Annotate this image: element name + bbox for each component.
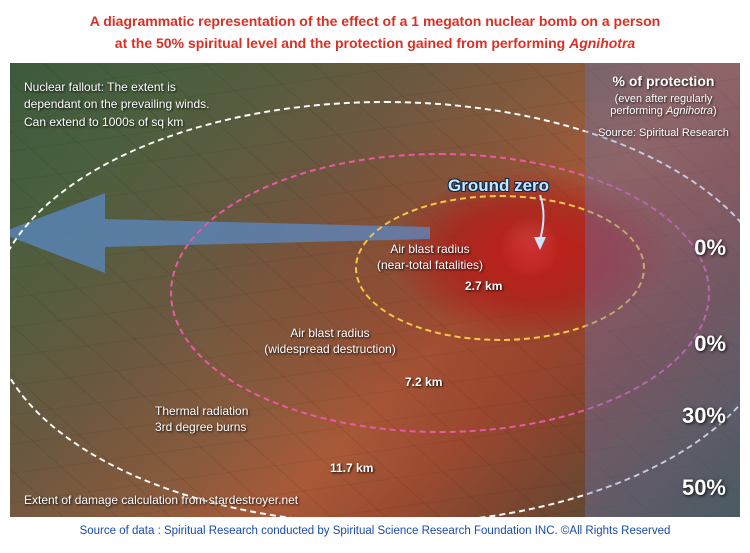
title-line-2-em: Agnihotra: [569, 35, 635, 51]
pct-2: 30%: [682, 403, 726, 429]
title-line-2: at the 50% spiritual level and the prote…: [30, 32, 720, 54]
ground-zero-pointer-icon: [525, 195, 555, 250]
label-middle-l2: (widespread destruction): [240, 341, 420, 357]
label-middle-l1: Air blast radius: [240, 325, 420, 341]
panel-sub-post: ): [713, 105, 717, 117]
diagram-area: Nuclear fallout: The extent is dependant…: [10, 63, 740, 517]
label-outer: Thermal radiation 3rd degree burns: [155, 403, 315, 435]
pct-0: 0%: [694, 235, 726, 261]
ground-zero-label: Ground zero: [448, 176, 549, 196]
dist-middle: 7.2 km: [405, 375, 442, 389]
panel-subtitle: (even after regularly performing Agnihot…: [597, 93, 730, 117]
dist-inner: 2.7 km: [465, 279, 502, 293]
label-inner: Air blast radius (near-total fatalities): [365, 241, 495, 273]
label-outer-l1: Thermal radiation: [155, 403, 315, 419]
title-line-2-pre: at the 50% spiritual level and the prote…: [115, 35, 569, 51]
fallout-note: Nuclear fallout: The extent is dependant…: [24, 79, 209, 131]
footer-text: Source of data : Spiritual Research cond…: [10, 525, 740, 537]
dist-outer: 11.7 km: [330, 461, 373, 475]
fallout-l3: Can extend to 1000s of sq km: [24, 114, 209, 131]
pct-3: 50%: [682, 475, 726, 501]
credit-text: Extent of damage calculation from starde…: [24, 493, 298, 507]
label-middle: Air blast radius (widespread destruction…: [240, 325, 420, 357]
title-line-1: A diagrammatic representation of the eff…: [30, 10, 720, 32]
panel-title: % of protection: [597, 73, 730, 89]
ground-zero-text: Ground zero: [448, 176, 549, 195]
fallout-l1: Nuclear fallout: The extent is: [24, 79, 209, 96]
label-inner-l1: Air blast radius: [365, 241, 495, 257]
panel-sub-em: Agnihotra: [666, 105, 713, 117]
fallout-l2: dependant on the prevailing winds.: [24, 96, 209, 113]
header: A diagrammatic representation of the eff…: [0, 0, 750, 63]
label-inner-l2: (near-total fatalities): [365, 257, 495, 273]
panel-source: Source: Spiritual Research: [597, 127, 730, 139]
label-outer-l2: 3rd degree burns: [155, 419, 315, 435]
pct-1: 0%: [694, 331, 726, 357]
protection-panel: % of protection (even after regularly pe…: [585, 63, 740, 517]
